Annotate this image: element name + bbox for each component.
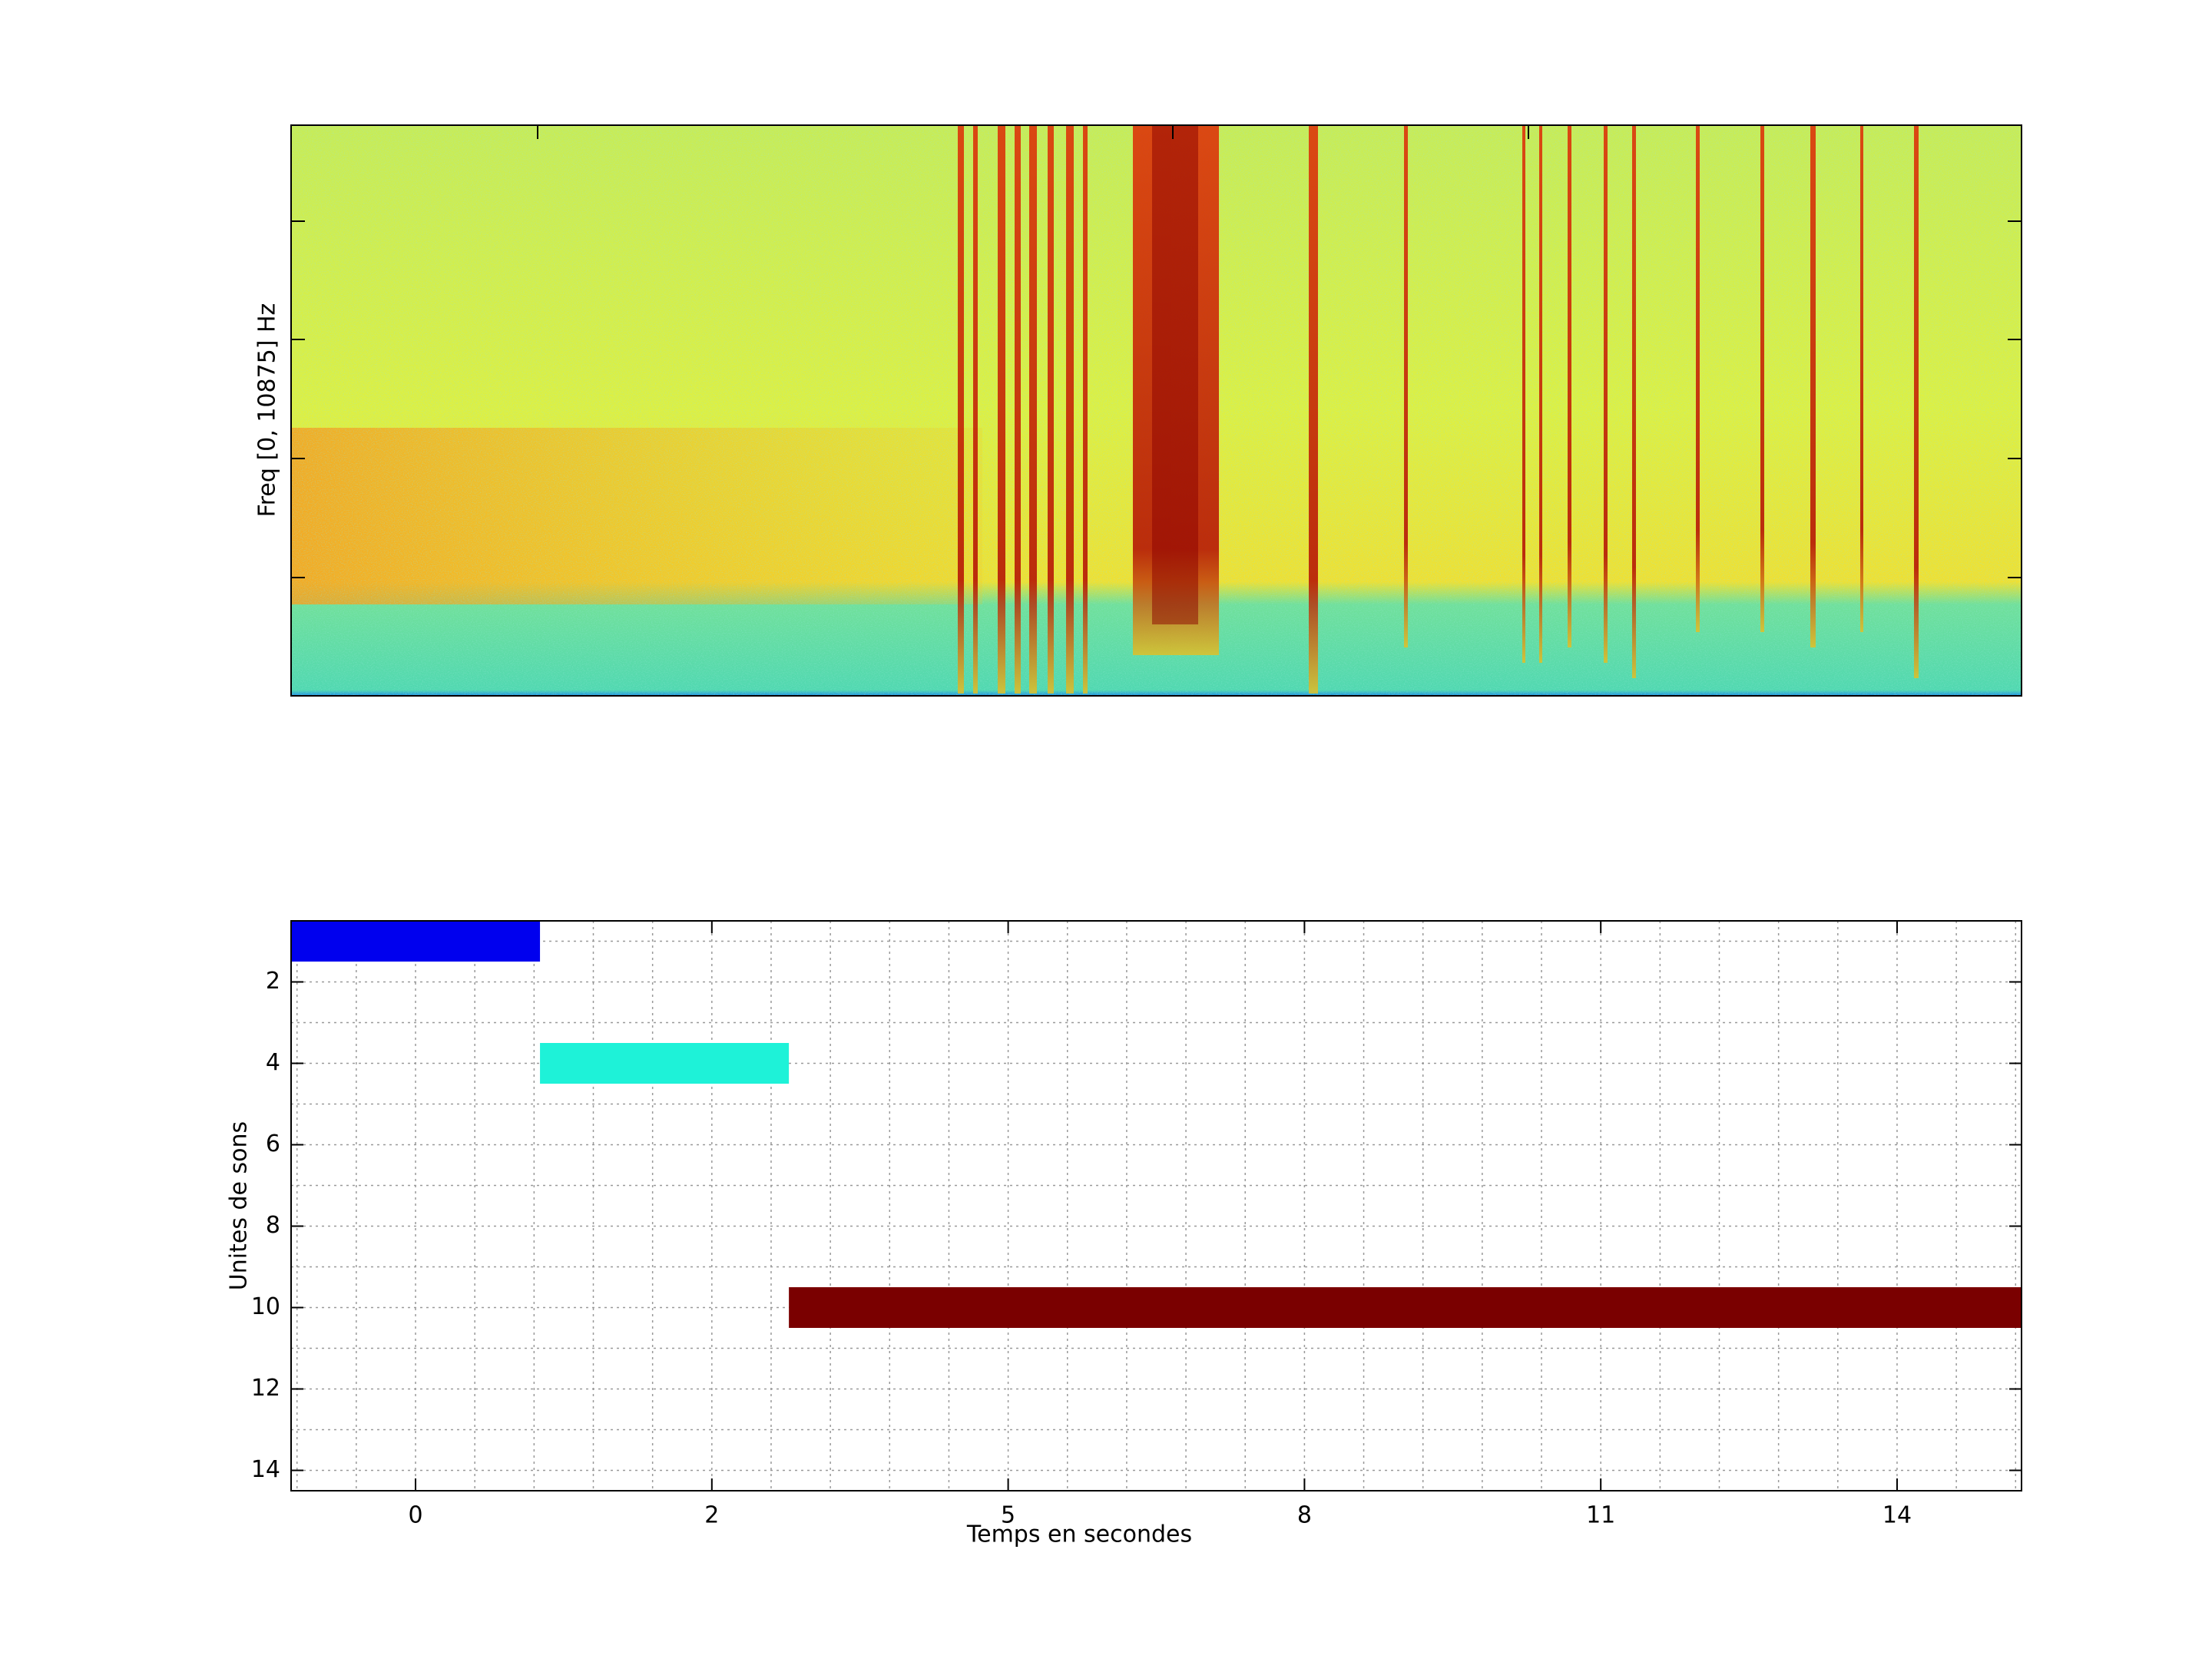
bar <box>291 921 541 962</box>
x-tick-label: 11 <box>1586 1502 1615 1529</box>
y-axis-label: Freq [0, 10875] Hz <box>254 303 281 518</box>
x-tick-label: 8 <box>1297 1502 1312 1529</box>
x-tick-label: 2 <box>704 1502 719 1529</box>
y-tick-label: 12 <box>251 1375 280 1402</box>
x-axis-label: Temps en secondes <box>966 1521 1192 1548</box>
bar <box>789 1287 2022 1328</box>
bar <box>540 1043 790 1084</box>
y-axis-label: Unites de sons <box>226 1121 253 1290</box>
x-tick-label: 0 <box>408 1502 422 1529</box>
y-tick-label: 10 <box>251 1293 280 1320</box>
x-tick-label: 5 <box>1001 1502 1015 1529</box>
plot-area <box>291 921 2022 1491</box>
x-tick-label: 14 <box>1883 1502 1912 1529</box>
gantt-chart: 0 2 5 8 11 14 2 4 6 8 10 12 14 Temps en secondes Unite… <box>226 920 2022 1548</box>
y-tick-label: 4 <box>266 1049 280 1076</box>
y-tick-label: 8 <box>266 1212 280 1239</box>
spectrogram: Freq [0, 10875] Hz <box>254 124 2022 697</box>
y-tick-label: 6 <box>266 1131 280 1157</box>
plot-frame <box>290 920 2022 1491</box>
y-tick-label: 14 <box>251 1456 280 1483</box>
y-tick-label: 2 <box>266 968 280 995</box>
